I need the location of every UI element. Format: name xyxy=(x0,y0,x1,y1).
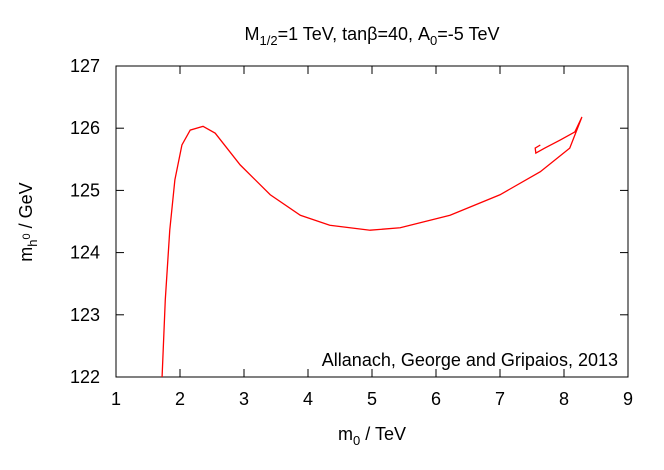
y-label-part: h xyxy=(25,239,40,246)
x-label: m0 / TeV xyxy=(338,424,406,448)
title-part: M xyxy=(244,24,259,44)
annotation: Allanach, George and Gripaios, 2013 xyxy=(322,350,618,370)
title-part: 0 xyxy=(430,33,437,48)
y-tick-label: 126 xyxy=(70,118,100,138)
plot-frame xyxy=(115,65,629,378)
x-label-part: / TeV xyxy=(360,424,406,444)
title: M1/2=1 TeV, tanβ=40, A0=-5 TeV xyxy=(244,24,499,48)
y-label: mh0 / GeV xyxy=(16,182,40,261)
curve xyxy=(161,116,583,378)
y-label-part: / GeV xyxy=(16,182,36,233)
x-tick-label: 5 xyxy=(367,389,377,409)
y-label-part: 0 xyxy=(21,233,33,239)
y-tick-label: 127 xyxy=(70,56,100,76)
title-part: 1/2 xyxy=(259,33,277,48)
x-tick-label: 6 xyxy=(431,389,441,409)
x-label-part: 0 xyxy=(353,433,360,448)
x-tick-label: 3 xyxy=(239,389,249,409)
y-tick-label: 124 xyxy=(70,243,100,263)
x-label-part: m xyxy=(338,424,353,444)
x-tick-label: 2 xyxy=(175,389,185,409)
x-tick-label: 8 xyxy=(559,389,569,409)
y-label-part: m xyxy=(16,247,36,262)
x-tick-label: 9 xyxy=(623,389,633,409)
x-tick-label: 7 xyxy=(495,389,505,409)
x-tick-label: 4 xyxy=(303,389,313,409)
x-tick-label: 1 xyxy=(111,389,121,409)
y-tick-label: 122 xyxy=(70,367,100,387)
title-part: =1 TeV, tanβ=40, A xyxy=(278,24,430,44)
y-tick-label: 125 xyxy=(70,180,100,200)
y-tick-label: 123 xyxy=(70,305,100,325)
title-part: =-5 TeV xyxy=(437,24,499,44)
